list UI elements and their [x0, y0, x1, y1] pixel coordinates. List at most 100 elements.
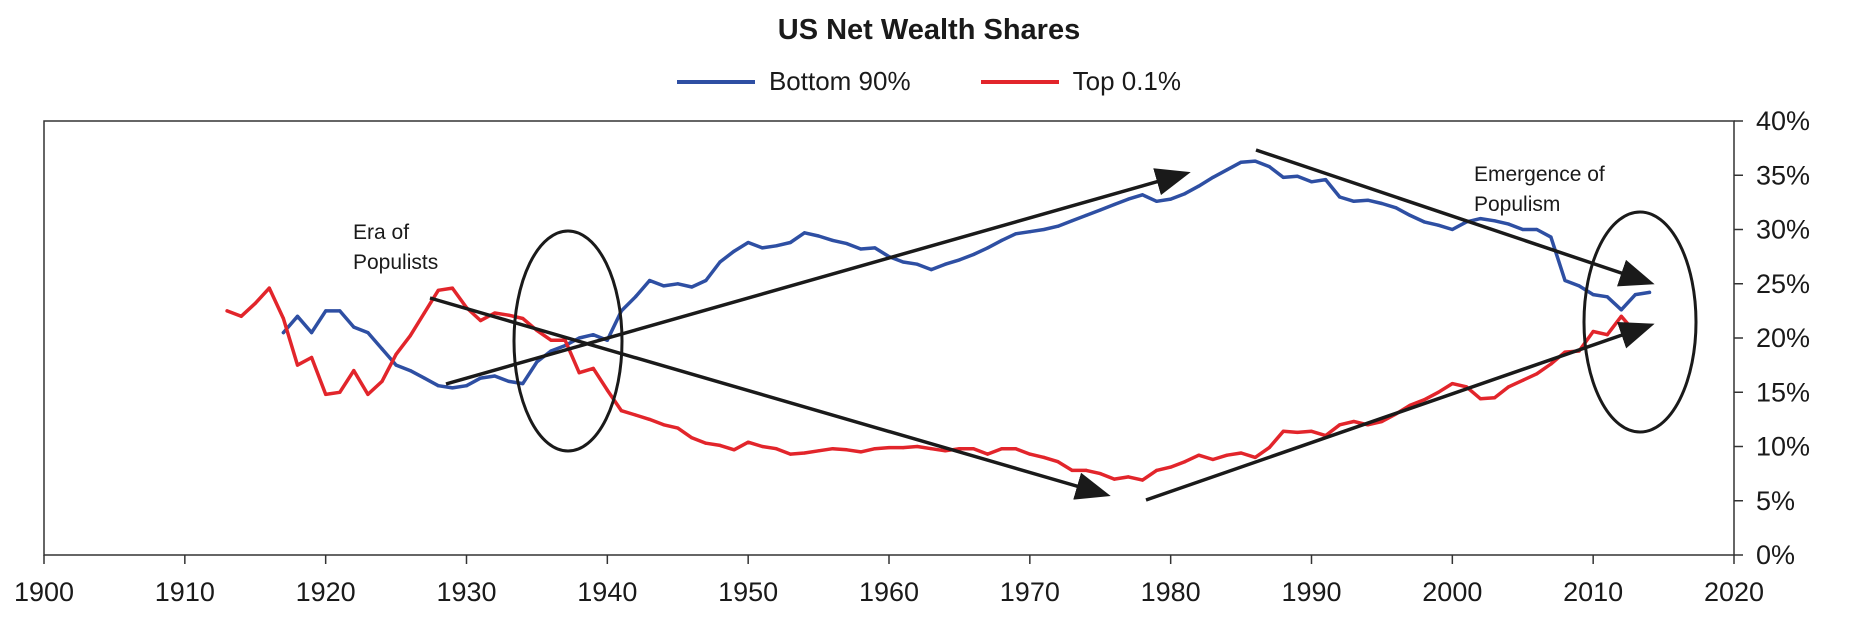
data-point-bottom-90	[1366, 198, 1370, 202]
data-point-bottom-90	[1253, 159, 1257, 163]
y-tick-label: 20%	[1756, 323, 1810, 353]
x-tick-label: 1930	[436, 577, 496, 607]
annotation-era-of-populists-line-2: Populists	[353, 251, 438, 274]
data-point-top-0-1	[1056, 460, 1060, 464]
data-point-bottom-90	[1619, 308, 1623, 312]
y-tick-label: 25%	[1756, 269, 1810, 299]
data-point-top-0-1	[901, 446, 905, 450]
y-tick-label: 35%	[1756, 160, 1810, 190]
data-point-bottom-90	[1549, 235, 1553, 239]
data-point-bottom-90	[648, 278, 652, 283]
data-point-bottom-90	[295, 314, 300, 318]
data-point-top-0-1	[1098, 472, 1102, 476]
y-tick-label: 10%	[1756, 432, 1810, 462]
data-point-bottom-90	[831, 238, 835, 242]
data-point-bottom-90	[704, 278, 708, 283]
data-point-bottom-90	[746, 240, 750, 245]
data-point-top-0-1	[1535, 372, 1539, 376]
data-point-top-0-1	[915, 444, 919, 449]
data-point-top-0-1	[845, 448, 849, 452]
data-point-top-0-1	[338, 390, 342, 394]
data-point-top-0-1	[774, 447, 778, 451]
data-point-bottom-90	[436, 384, 440, 388]
data-point-top-0-1	[1169, 465, 1173, 469]
data-point-bottom-90	[1267, 165, 1271, 169]
trend-arrow-bottom-90-fall	[1255, 148, 1655, 287]
data-point-top-0-1	[1281, 429, 1285, 433]
data-point-bottom-90	[450, 386, 454, 390]
data-point-top-0-1	[408, 334, 412, 338]
data-point-bottom-90	[1380, 201, 1384, 206]
data-point-top-0-1	[1000, 447, 1004, 451]
data-point-top-0-1	[295, 363, 300, 367]
data-point-bottom-90	[1309, 180, 1314, 184]
data-point-top-0-1	[549, 338, 553, 342]
data-point-bottom-90	[901, 260, 905, 264]
data-point-bottom-90	[1295, 174, 1299, 178]
data-point-top-0-1	[971, 447, 976, 451]
data-point-bottom-90	[1000, 238, 1004, 242]
data-point-top-0-1	[281, 316, 285, 321]
data-point-bottom-90	[929, 268, 933, 272]
data-point-bottom-90	[422, 376, 426, 380]
data-point-bottom-90	[802, 231, 807, 235]
data-point-top-0-1	[479, 319, 483, 323]
data-point-bottom-90	[1183, 192, 1187, 196]
data-point-bottom-90	[718, 260, 722, 264]
y-tick-label: 15%	[1756, 377, 1810, 407]
data-point-top-0-1	[648, 417, 652, 421]
trend-arrow-bottom-90-rise	[445, 168, 1191, 386]
data-point-bottom-90	[1507, 222, 1511, 226]
data-point-bottom-90	[971, 252, 976, 257]
data-point-top-0-1	[1197, 453, 1201, 457]
legend-item-top-0-1: Top 0.1%	[980, 66, 1182, 97]
data-point-bottom-90	[986, 246, 990, 250]
x-tick-label: 1980	[1141, 577, 1201, 607]
x-tick-label: 1990	[1281, 577, 1341, 607]
data-point-top-0-1	[394, 352, 398, 356]
data-point-top-0-1	[436, 288, 440, 292]
y-tick-label: 5%	[1756, 486, 1795, 516]
data-point-top-0-1	[422, 311, 426, 315]
data-point-bottom-90	[873, 246, 877, 250]
data-point-top-0-1	[986, 452, 990, 456]
data-point-bottom-90	[1042, 227, 1046, 232]
x-tick-label: 1920	[296, 577, 356, 607]
data-point-top-0-1	[1070, 468, 1074, 472]
data-point-bottom-90	[549, 349, 553, 353]
data-point-top-0-1	[732, 448, 736, 452]
data-point-top-0-1	[1309, 429, 1314, 433]
data-point-top-0-1	[1126, 475, 1130, 479]
trend-arrow-top-0-1-rise	[1145, 321, 1655, 502]
data-point-bottom-90	[1324, 178, 1328, 182]
data-point-bottom-90	[1239, 160, 1243, 164]
x-tick-label: 1940	[577, 577, 637, 607]
data-point-top-0-1	[633, 413, 638, 417]
data-point-bottom-90	[281, 331, 285, 335]
data-point-top-0-1	[746, 440, 750, 444]
data-point-bottom-90	[943, 262, 947, 266]
data-point-top-0-1	[1084, 468, 1088, 472]
data-point-top-0-1	[887, 446, 891, 450]
legend-label-top-0-1: Top 0.1%	[1072, 66, 1182, 96]
data-point-top-0-1	[1493, 396, 1497, 400]
data-point-top-0-1	[366, 392, 370, 396]
data-point-top-0-1	[521, 316, 525, 321]
data-point-top-0-1	[619, 409, 624, 413]
data-point-bottom-90	[394, 363, 398, 367]
x-tick-label: 1900	[14, 577, 74, 607]
data-point-bottom-90	[380, 347, 384, 351]
data-point-bottom-90	[1605, 295, 1609, 299]
data-point-bottom-90	[1014, 232, 1018, 236]
data-point-bottom-90	[1211, 175, 1215, 179]
y-tick-label: 0%	[1756, 540, 1795, 570]
data-point-top-0-1	[1267, 446, 1271, 450]
data-point-top-0-1	[1140, 478, 1145, 482]
data-point-top-0-1	[690, 436, 694, 440]
data-point-top-0-1	[802, 451, 807, 455]
data-point-top-0-1	[1436, 390, 1440, 394]
data-point-top-0-1	[957, 447, 962, 451]
data-point-top-0-1	[1450, 382, 1454, 386]
data-point-bottom-90	[1493, 219, 1497, 223]
